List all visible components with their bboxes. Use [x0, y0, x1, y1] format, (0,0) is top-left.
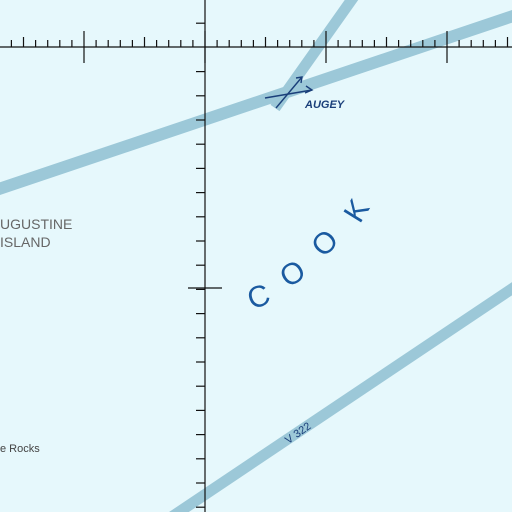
latitude-ticks: [10, 31, 509, 63]
airway-diagonal: [270, 0, 359, 112]
island-label-line2: ISLAND: [0, 234, 51, 250]
rocks-label: e Rocks: [0, 443, 40, 455]
airway-v322: [169, 282, 512, 512]
fix-label: AUGEY: [304, 99, 346, 111]
intersection-arrow-icon: [264, 76, 314, 109]
longitude-ticks: [196, 22, 205, 508]
island-label-line1: UGUSTINE: [0, 216, 72, 232]
airway-upper: [0, 10, 512, 195]
